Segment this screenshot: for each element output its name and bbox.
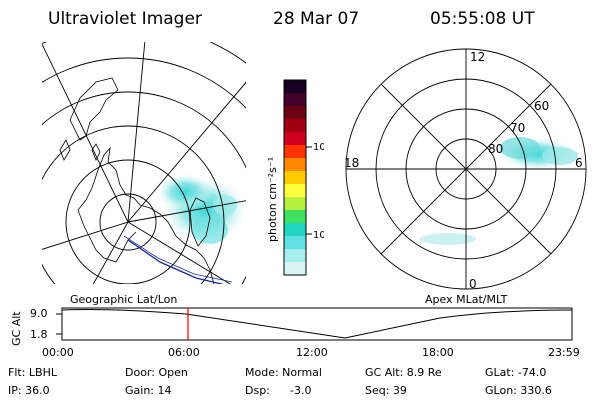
seq-info: Seq: 39 (365, 384, 407, 397)
colorbar: 100 10 photon cm⁻²s⁻¹ (266, 79, 324, 276)
mlt-label-18: 18 (344, 156, 359, 170)
colorbar-band (284, 119, 306, 133)
y-tick-9: 9.0 (30, 307, 48, 320)
geographic-map (42, 42, 246, 284)
colorbar-band (284, 184, 306, 198)
lat-label-70: 70 (510, 121, 525, 135)
colorbar-band (284, 236, 306, 250)
x-tick-1200: 12:00 (296, 346, 328, 359)
mode-info: Mode: Normal (245, 366, 322, 379)
aurora-emission-polar (420, 137, 578, 245)
colorbar-band (284, 106, 306, 120)
colorbar-band (284, 197, 306, 211)
colorbar-unit-label: photon cm⁻²s⁻¹ (266, 157, 279, 242)
colorbar-band (284, 158, 306, 172)
app-title: Ultraviolet Imager (48, 9, 202, 29)
colorbar-band (284, 145, 306, 159)
x-tick-2359: 23:59 (548, 346, 580, 359)
mlt-label-12: 12 (470, 50, 485, 64)
polar-plot: 12 6 0 18 60 70 80 (344, 48, 587, 291)
colorbar-band (284, 223, 306, 237)
colorbar-tick-100: 100 (313, 142, 324, 153)
gain-info: Gain: 14 (125, 384, 172, 397)
gc-alt-info: GC Alt: 8.9 Re (365, 366, 442, 379)
door-info: Door: Open (125, 366, 188, 379)
date-label: 28 Mar 07 (273, 9, 360, 29)
time-label: 05:55:08 UT (430, 9, 535, 29)
colorbar-band (284, 210, 306, 224)
dsp-info: Dsp: (245, 384, 270, 397)
ip-info: IP: 36.0 (8, 384, 50, 397)
colorbar-band (284, 171, 306, 185)
colorbar-band (284, 132, 306, 146)
lat-label-60: 60 (534, 99, 549, 113)
colorbar-band (284, 262, 306, 276)
y-tick-1-8: 1.8 (30, 328, 48, 341)
mlt-label-0: 0 (469, 277, 477, 291)
timeline-axis-label: GC Alt (10, 311, 23, 346)
colorbar-band (284, 93, 306, 107)
colorbar-band (284, 80, 306, 94)
x-tick-0600: 06:00 (168, 346, 200, 359)
glat-info: GLat: -74.0 (485, 366, 547, 379)
colorbar-tick-10: 10 (313, 230, 324, 241)
apex-panel-title: Apex MLat/MLT (425, 293, 508, 306)
lat-label-80: 80 (488, 142, 503, 156)
x-tick-0000: 00:00 (42, 346, 74, 359)
x-tick-1800: 18:00 (422, 346, 454, 359)
geo-panel-title: Geographic Lat/Lon (70, 293, 178, 306)
mlt-label-6: 6 (575, 156, 583, 170)
filter-info: Flt: LBHL (8, 366, 57, 379)
dsp-value: -3.0 (290, 384, 312, 397)
orbit-altitude-timeline: GC Alt 9.0 1.8 00:00 06:00 12:00 18:00 2… (10, 307, 580, 359)
glon-info: GLon: 330.6 (485, 384, 552, 397)
colorbar-band (284, 249, 306, 263)
